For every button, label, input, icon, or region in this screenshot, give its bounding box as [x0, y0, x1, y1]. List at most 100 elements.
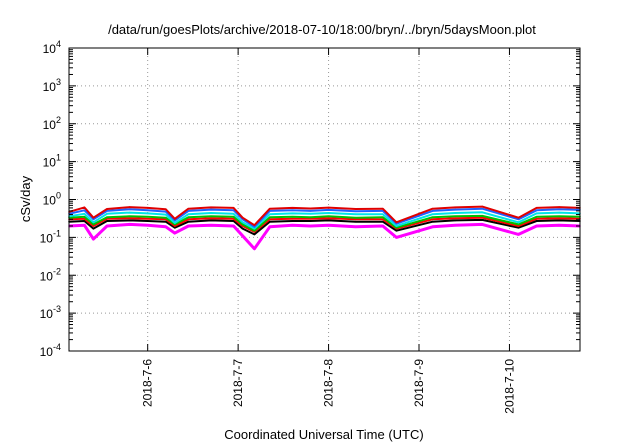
series-point [232, 213, 235, 215]
series-point [106, 208, 108, 210]
series-point [146, 216, 149, 218]
y-tick-base: 10 [43, 42, 57, 56]
series-point [146, 220, 149, 222]
series-point [517, 225, 520, 227]
series-point [128, 223, 131, 226]
series-point [106, 225, 108, 227]
series-point [174, 225, 176, 227]
series-point [187, 216, 190, 218]
series-point [517, 233, 520, 236]
series-point [165, 210, 167, 213]
series-point [354, 226, 357, 228]
series-point [232, 207, 235, 209]
y-tick-base: 10 [43, 80, 57, 94]
y-tick-exponent: 3 [56, 77, 61, 87]
series-point [395, 226, 398, 229]
series-point [535, 220, 538, 222]
series-point [431, 210, 434, 212]
series-point [354, 213, 357, 215]
series-point [382, 216, 384, 218]
series-point [291, 209, 294, 212]
series-point [395, 222, 398, 225]
series-point [382, 220, 384, 223]
series-point [174, 223, 176, 226]
x-tick-label: 2018-7-8 [322, 359, 336, 407]
series-point [382, 207, 384, 210]
series-point [83, 216, 86, 218]
series-point [431, 213, 434, 215]
series-point [174, 222, 176, 224]
series-point [431, 218, 434, 221]
series-point [327, 212, 330, 214]
y-tick-label: 102 [43, 115, 61, 132]
series-point [83, 220, 86, 222]
series-point [291, 207, 294, 209]
series-point [535, 209, 538, 212]
series-point [517, 218, 520, 221]
series-point [174, 218, 176, 220]
series-point [309, 207, 312, 210]
series-point [83, 206, 86, 209]
series-point [146, 218, 149, 220]
series-point [558, 208, 560, 211]
series-point [241, 227, 244, 230]
series-point [128, 215, 131, 218]
series-point [454, 208, 457, 211]
x-tick-label: 2018-7-7 [231, 359, 245, 407]
series-point [165, 216, 167, 219]
series-point [481, 223, 484, 226]
series-point [269, 213, 271, 215]
y-tick-exponent: 0 [56, 191, 61, 201]
series-point [517, 226, 520, 229]
series-point [454, 224, 457, 226]
series-point [241, 216, 244, 219]
series-point [106, 220, 108, 222]
series-point [232, 225, 235, 227]
series-point [291, 216, 294, 218]
series-point [210, 208, 212, 211]
series-point [454, 217, 457, 219]
series-point [535, 216, 538, 218]
series-point [309, 225, 312, 227]
y-tick-base: 10 [43, 118, 57, 132]
series-point [92, 221, 95, 224]
series-point [535, 207, 538, 209]
series-point [291, 224, 294, 226]
series-point [558, 215, 560, 218]
y-tick-label: 10-1 [40, 228, 61, 245]
series-point [106, 216, 108, 218]
series-point [558, 217, 560, 219]
x-axis-label: Coordinated Universal Time (UTC) [224, 427, 423, 442]
x-tick-label: 2018-7-9 [412, 359, 426, 407]
series-point [431, 216, 434, 218]
series-point [232, 216, 235, 218]
series-point [354, 208, 357, 210]
y-tick-label: 100 [43, 191, 61, 208]
series-point [92, 218, 95, 221]
series-point [128, 219, 131, 222]
series-point [327, 219, 330, 222]
series-point [517, 216, 520, 219]
y-tick-label: 10-2 [40, 266, 61, 283]
series-point [309, 220, 312, 222]
y-tick-label: 104 [43, 39, 61, 56]
series-point [395, 229, 398, 232]
series-point [253, 227, 256, 230]
series-point [558, 224, 560, 226]
series-point [327, 224, 330, 226]
x-axis-ticks: 2018-7-6 2018-7-7 2018-7-8 2018-7-9 2018-7-1… [141, 48, 516, 414]
series-point [128, 206, 131, 208]
series-point [395, 236, 398, 239]
series-point [517, 221, 520, 224]
series-point [327, 215, 330, 218]
series-point [106, 210, 108, 212]
series-point [210, 219, 212, 222]
chart-title: /data/run/goesPlots/archive/2018-07-10/1… [108, 22, 536, 37]
series-point [454, 206, 457, 209]
series-point [431, 207, 434, 210]
series-point [92, 227, 95, 230]
series-point [535, 212, 538, 215]
series-point [481, 216, 484, 219]
series-point [187, 225, 190, 227]
